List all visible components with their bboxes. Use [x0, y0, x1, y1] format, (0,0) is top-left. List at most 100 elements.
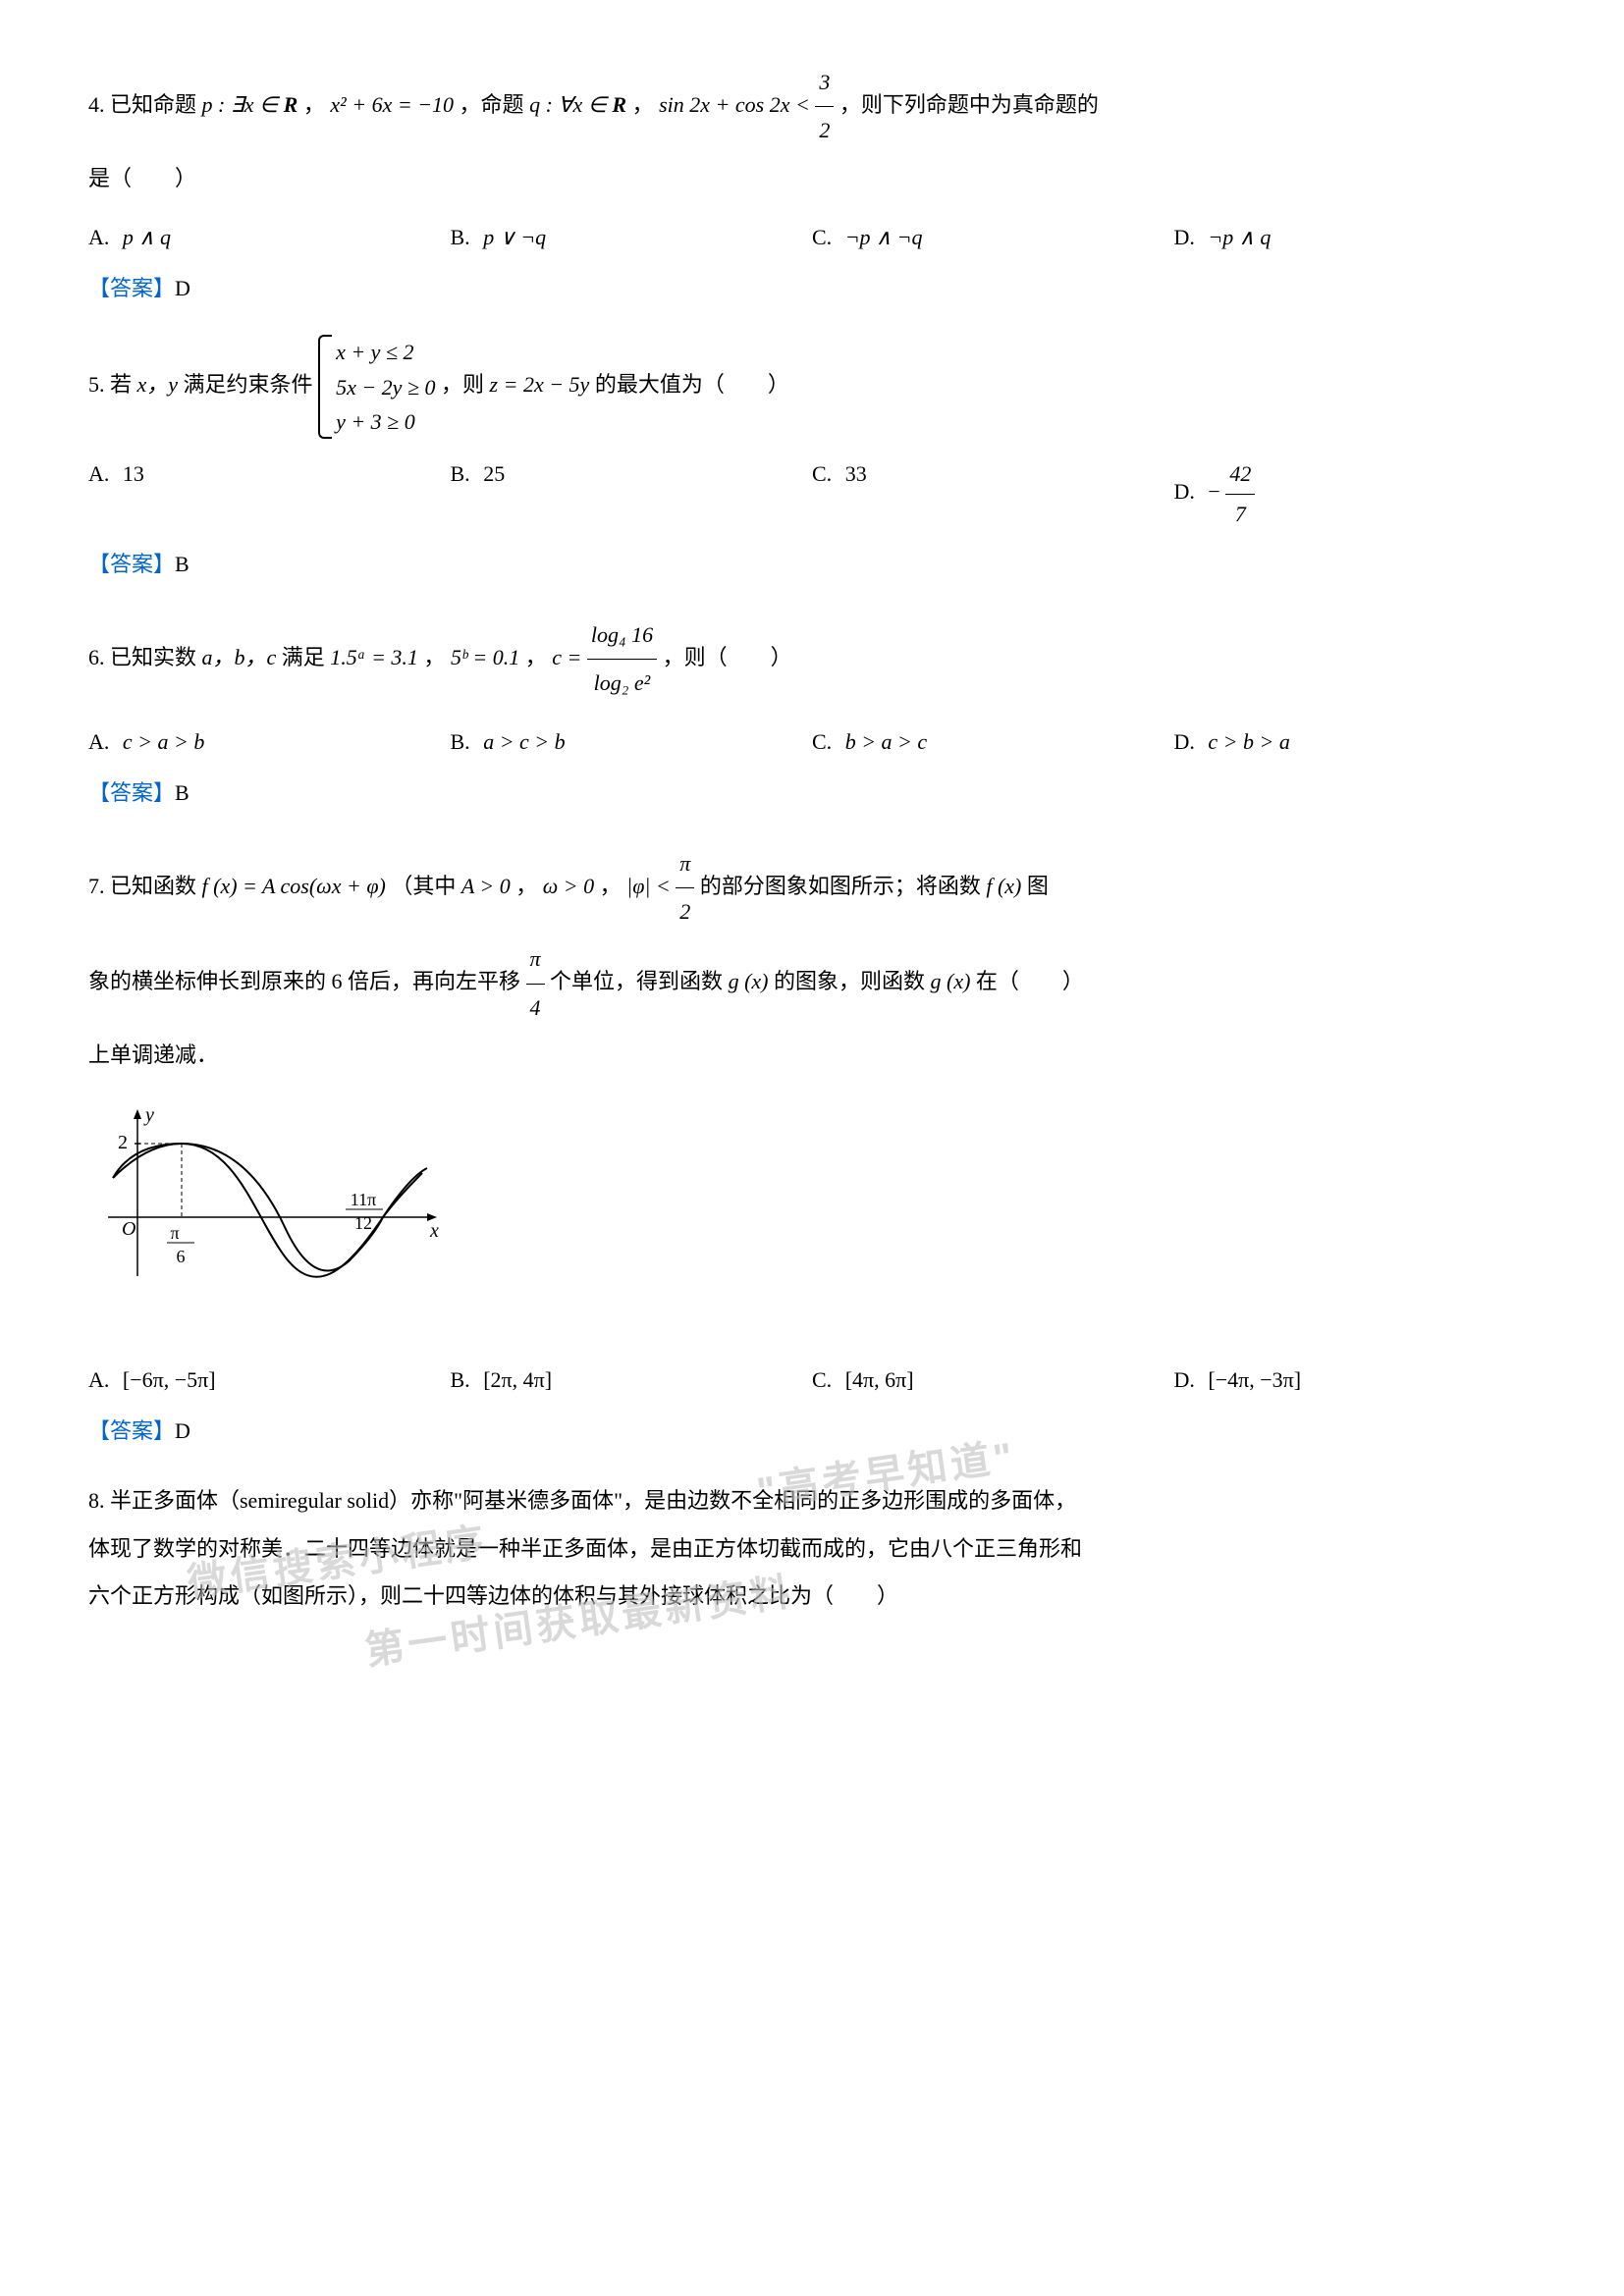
- svg-text:6: 6: [177, 1247, 186, 1266]
- q6-eq2: 5ᵇ = 0.1: [451, 645, 519, 669]
- q5-z: z = 2x − 5y: [490, 372, 590, 397]
- q6-opt-b-text: a > c > b: [483, 729, 565, 754]
- question-8-text: 8. 半正多面体（semiregular solid）亦称"阿基米德多面体"，是…: [88, 1477, 1536, 1620]
- svg-text:11π: 11π: [351, 1190, 376, 1209]
- q7-option-c: C. [4π, 6π]: [812, 1361, 1174, 1400]
- question-5-text: 5. 若 x，y 满足约束条件 x + y ≤ 2 5x − 2y ≥ 0 y …: [88, 335, 1536, 439]
- q4-opt-b-text: p ∨ ¬q: [483, 225, 546, 249]
- q5-opt-c-text: 33: [845, 461, 867, 486]
- q7-t17: 在（ ）: [976, 969, 1084, 993]
- q5-answer-letter: B: [175, 552, 189, 576]
- graph-x-label: x: [429, 1220, 439, 1242]
- q7-label-d: D.: [1174, 1367, 1195, 1392]
- q5-option-a: A. 13: [88, 454, 451, 533]
- q6-t3: 满足: [282, 645, 331, 669]
- q5-line1: x + y ≤ 2: [336, 335, 435, 369]
- q4-q-forall: q : ∀x ∈: [529, 92, 612, 117]
- q5-opt-a-text: 13: [123, 461, 144, 486]
- question-6-text: 6. 已知实数 a，b，c 满足 1.5ᵃ = 3.1 ， 5ᵇ = 0.1 ，…: [88, 612, 1536, 708]
- graph-x1-num: π: [170, 1223, 179, 1243]
- svg-text:12: 12: [354, 1213, 372, 1233]
- q7-option-b: B. [2π, 4π]: [451, 1361, 813, 1400]
- q6-c-eq: c =: [552, 645, 587, 669]
- graph-x2-den: 12: [354, 1213, 372, 1233]
- q5-answer-label: 【答案】: [88, 552, 175, 576]
- q5-label-d: D.: [1174, 479, 1195, 504]
- q4-answer: 【答案】D: [88, 269, 1536, 308]
- q7-gx1: g (x): [729, 969, 769, 993]
- q5-xy: x，y: [137, 372, 179, 397]
- q4-option-b: B. p ∨ ¬q: [451, 218, 813, 257]
- q4-eq1: x² + 6x = −10: [330, 92, 454, 117]
- question-7-text: 7. 已知函数 f (x) = A cos(ωx + φ) （其中 A > 0 …: [88, 840, 1536, 1080]
- q4-option-c: C. ¬p ∧ ¬q: [812, 218, 1174, 257]
- q5-answer: 【答案】B: [88, 545, 1536, 584]
- q4-t9: ，: [632, 92, 654, 117]
- q7-t13: 个单位，得到函数: [550, 969, 729, 993]
- q7-phi: |φ| <: [626, 874, 676, 898]
- q7-option-d: D. [−4π, −3π]: [1174, 1361, 1537, 1400]
- svg-text:π: π: [170, 1223, 179, 1243]
- q4-trig: sin 2x + cos 2x <: [659, 92, 815, 117]
- q4-t11: ，则下列命题中为真命题的: [839, 92, 1099, 117]
- q5-option-d: D. − 42 7: [1174, 454, 1537, 533]
- q5-line2: 5x − 2y ≥ 0: [336, 370, 435, 404]
- q7-options: A. [−6π, −5π] B. [2π, 4π] C. [4π, 6π] D.…: [88, 1361, 1536, 1400]
- q5-t4: ，则: [441, 372, 490, 397]
- question-8: 8. 半正多面体（semiregular solid）亦称"阿基米德多面体"，是…: [88, 1477, 1536, 1620]
- question-5: 5. 若 x，y 满足约束条件 x + y ≤ 2 5x − 2y ≥ 0 y …: [88, 335, 1536, 583]
- q6-opt-d-text: c > b > a: [1208, 729, 1289, 754]
- q8-t2: 体现了数学的对称美．二十四等边体就是一种半正多面体，是由正方体切截而成的，它由八…: [88, 1536, 1082, 1561]
- q8-t3: 六个正方形构成（如图所示），则二十四等边体的体积与其外接球体积之比为（ ）: [88, 1583, 898, 1608]
- q6-num: 6.: [88, 645, 105, 669]
- q6-t1: 已知实数: [110, 645, 202, 669]
- q6-label-a: A.: [88, 729, 109, 754]
- q4-label-d: D.: [1174, 225, 1195, 249]
- q7-t3: （其中: [391, 874, 461, 898]
- q7-frac2: π 4: [526, 935, 545, 1032]
- q7-fx: f (x) = A cos(ωx + φ): [202, 874, 386, 898]
- q6-label-b: B.: [451, 729, 470, 754]
- q5-opt-d-prefix: −: [1208, 479, 1219, 504]
- q7-frac2-den: 4: [526, 985, 545, 1032]
- q6-eq1: 1.5ᵃ = 3.1: [330, 645, 418, 669]
- q5-option-c: C. 33: [812, 454, 1174, 533]
- q4-R2: R: [612, 92, 626, 117]
- q7-t7: ，: [600, 874, 622, 898]
- q6-option-d: D. c > b > a: [1174, 722, 1537, 762]
- graph-x2-num: 11π: [351, 1190, 376, 1209]
- q7-A: A > 0: [461, 874, 511, 898]
- q7-answer-letter: D: [175, 1418, 190, 1443]
- q7-t18: 上单调递减．: [88, 1042, 218, 1067]
- q4-label-b: B.: [451, 225, 470, 249]
- q6-answer-label: 【答案】: [88, 780, 175, 805]
- q7-opt-d-text: [−4π, −3π]: [1208, 1367, 1301, 1392]
- q4-opt-a-text: p ∧ q: [123, 225, 171, 249]
- graph-y2: 2: [118, 1132, 128, 1153]
- q5-num: 5.: [88, 372, 105, 397]
- q6-t5: ，: [423, 645, 445, 669]
- q8-t1: 半正多面体（semiregular solid）亦称"阿基米德多面体"，是由边数…: [110, 1488, 1076, 1513]
- q5-options: A. 13 B. 25 C. 33 D. − 42 7: [88, 454, 1536, 533]
- q4-answer-label: 【答案】: [88, 276, 175, 300]
- q5-d-den: 7: [1225, 495, 1255, 534]
- q7-frac1: π 2: [676, 840, 694, 936]
- q5-label-c: C.: [812, 461, 832, 486]
- question-4-text: 4. 已知命题 p : ∃x ∈ R ， x² + 6x = −10 ，命题 q…: [88, 59, 1536, 202]
- q6-label-d: D.: [1174, 729, 1195, 754]
- q7-label-c: C.: [812, 1367, 832, 1392]
- graph-x1-den: 6: [177, 1247, 186, 1266]
- q8-num: 8.: [88, 1488, 105, 1513]
- q4-R1: R: [284, 92, 298, 117]
- q5-line3: y + 3 ≥ 0: [336, 404, 435, 439]
- q6-frac-num: log₄ 16: [587, 612, 657, 660]
- q5-option-b: B. 25: [451, 454, 813, 533]
- q7-t12: 象的横坐标伸长到原来的 6 倍后，再向左平移: [88, 969, 526, 993]
- question-7: "高考早知道" 微信搜索小程序 第一时间获取最新资料 7. 已知函数 f (x)…: [88, 840, 1536, 1451]
- q6-options: A. c > a > b B. a > c > b C. b > a > c D…: [88, 722, 1536, 762]
- q6-t7: ，: [525, 645, 547, 669]
- q7-t15: 的图象，则函数: [774, 969, 931, 993]
- q6-opt-a-text: c > a > b: [123, 729, 204, 754]
- q4-opt-d-text: ¬p ∧ q: [1208, 225, 1271, 249]
- q7-opt-c-text: [4π, 6π]: [845, 1367, 914, 1392]
